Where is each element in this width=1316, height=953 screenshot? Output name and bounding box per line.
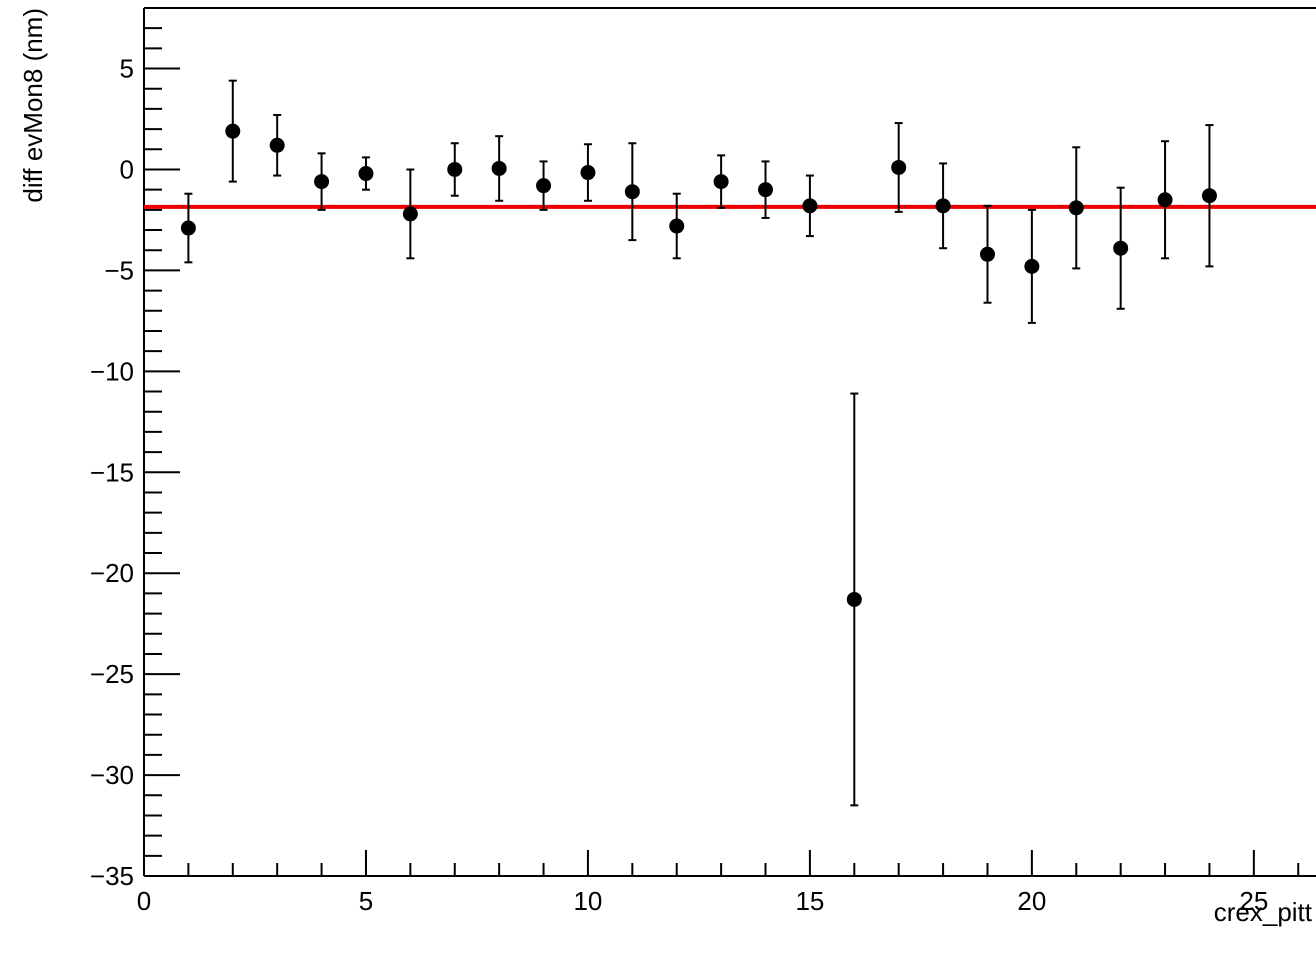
data-point [1068,146,1084,270]
y-tick-label: −5 [104,255,134,285]
data-point [891,122,907,213]
x-tick-label: 0 [137,886,151,916]
x-tick-label: 15 [795,886,824,916]
data-point [1157,140,1173,260]
data-point [402,168,418,260]
point-marker [802,198,818,214]
point-marker [447,161,463,177]
point-marker [846,591,862,607]
x-tick-label: 25 [1239,886,1268,916]
point-marker [979,246,995,262]
data-point [314,152,330,211]
data-point [536,160,552,211]
y-tick-label: 0 [120,154,134,184]
axes: −35 −30 −25 −20 −15 −10 −5 0 5 0 5 10 15 20 25 [90,7,1316,916]
y-tick-label: −15 [90,457,134,487]
point-marker [314,174,330,190]
data-points [180,79,1217,807]
data-point [979,204,995,304]
data-point [624,142,640,242]
y-tick-label: 5 [120,54,134,84]
y-axis-label: diff evMon8 (nm) [18,8,48,203]
point-marker [1113,240,1129,256]
point-marker [580,165,596,181]
y-tick-label: −25 [90,659,134,689]
point-marker [891,159,907,175]
y-tick-label: −20 [90,558,134,588]
data-point [491,135,507,202]
point-marker [624,184,640,200]
point-marker [180,220,196,236]
point-marker [491,160,507,176]
data-point [713,154,729,209]
x-tick-label: 10 [573,886,602,916]
data-point [935,162,951,250]
data-point [669,192,685,260]
point-marker [225,123,241,139]
data-point [269,113,285,177]
y-tick-label: −30 [90,760,134,790]
data-point [1201,124,1217,268]
point-marker [713,174,729,190]
data-point [358,156,374,191]
point-marker [1157,192,1173,208]
data-point [580,143,596,202]
point-marker [1201,188,1217,204]
point-marker [536,178,552,194]
x-tick-label: 20 [1017,886,1046,916]
data-point [447,142,463,197]
point-marker [669,218,685,234]
data-point [846,392,862,807]
point-marker [269,137,285,153]
point-marker [1024,258,1040,274]
data-point [1113,186,1129,310]
data-point [1024,208,1040,324]
x-tick-label: 5 [359,886,373,916]
y-tick-label: −10 [90,356,134,386]
data-point [802,174,818,238]
data-point [225,79,241,183]
data-point [180,192,196,264]
point-marker [358,166,374,182]
x-axis-label: crex_pitt [1214,897,1313,927]
point-marker [758,182,774,198]
data-point [758,160,774,219]
point-marker [402,206,418,222]
y-tick-label: −35 [90,861,134,891]
point-marker [935,198,951,214]
point-marker [1068,200,1084,216]
